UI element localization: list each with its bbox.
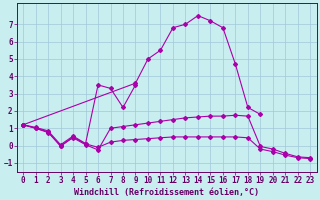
X-axis label: Windchill (Refroidissement éolien,°C): Windchill (Refroidissement éolien,°C) bbox=[74, 188, 259, 197]
